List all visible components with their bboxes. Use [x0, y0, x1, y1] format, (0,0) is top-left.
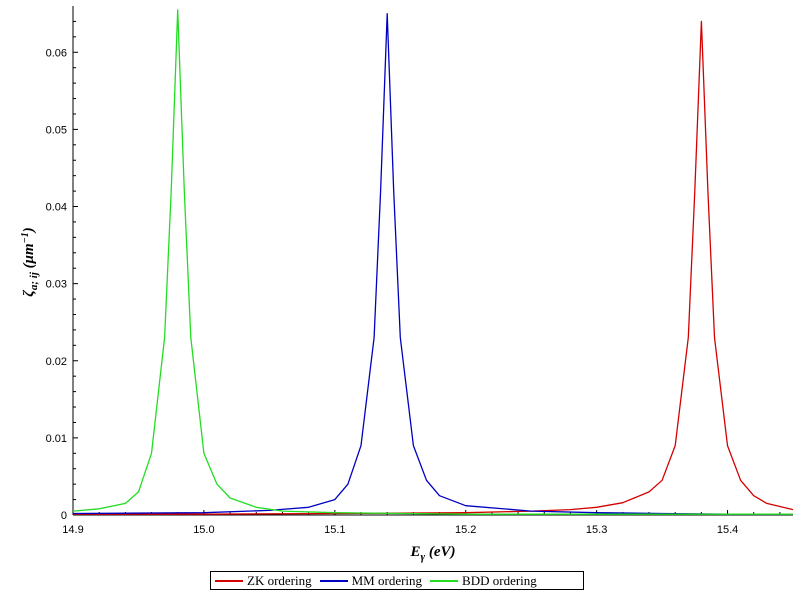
y-tick-label: 0.03	[46, 279, 67, 291]
y-tick-label: 0.05	[46, 124, 67, 136]
x-axis-title: Eγ (eV)	[410, 544, 456, 563]
legend-item: MM ordering	[319, 572, 423, 589]
y-axis-title: ζa; ij (μm−1)	[20, 227, 40, 296]
axes	[72, 6, 793, 516]
legend-label: BDD ordering	[462, 572, 537, 588]
series-layer	[72, 9, 794, 515]
series-line-zk	[73, 20, 794, 515]
series-line-mm	[72, 13, 793, 515]
legend-label: MM ordering	[351, 572, 423, 588]
legend-swatch	[319, 579, 348, 582]
legend: ZK ordering MM ordering BDD ordering	[210, 571, 584, 590]
series-line-bdd	[72, 9, 793, 515]
x-tick-label: 15.2	[455, 524, 476, 536]
x-tick-label: 15.1	[324, 524, 345, 536]
x-tick-label: 15.4	[717, 524, 738, 536]
legend-swatch	[430, 579, 459, 582]
x-tick-label: 15.0	[193, 524, 214, 536]
legend-swatch	[215, 579, 243, 582]
legend-item: BDD ordering	[430, 573, 537, 589]
x-tick-label: 15.3	[586, 524, 607, 536]
x-tick-label: 14.9	[62, 524, 83, 536]
y-tick-label: 0.01	[46, 433, 67, 445]
y-tick-label: 0.06	[46, 47, 67, 59]
legend-item: ZK ordering	[215, 573, 312, 589]
y-tick-label: 0.04	[46, 202, 67, 214]
y-tick-label: 0	[61, 510, 67, 522]
legend-label: ZK ordering	[247, 572, 312, 588]
y-tick-label: 0.02	[46, 356, 67, 368]
labels: 0 0.01 0.02 0.03 0.04 0.05 0.06 14.9 15.0 15.1 15.…	[20, 47, 738, 563]
